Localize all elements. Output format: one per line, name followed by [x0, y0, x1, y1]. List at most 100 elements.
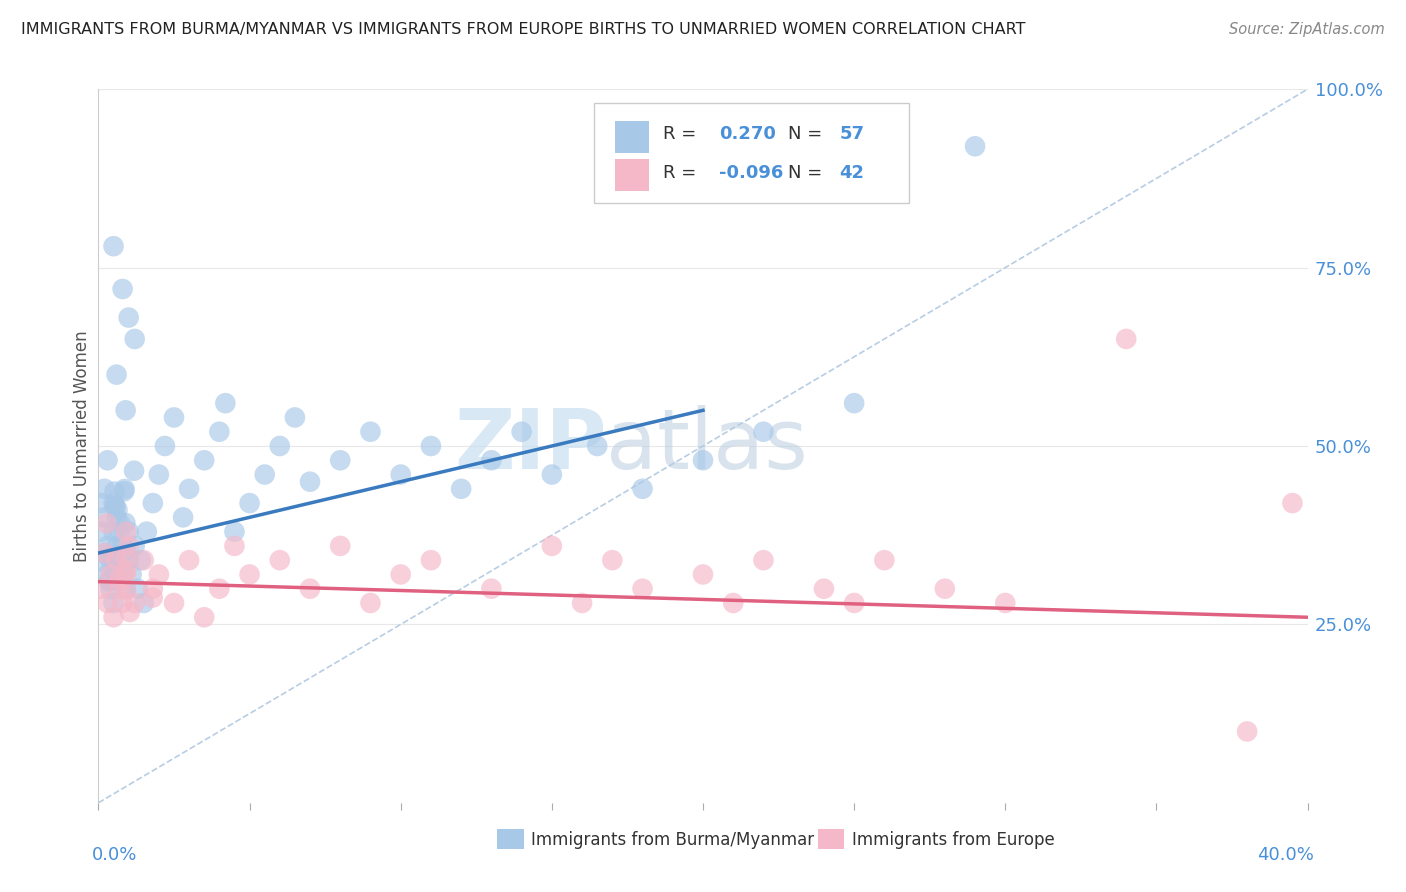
Point [208, 425, 231, 439]
Point [214, 396, 236, 410]
Point [873, 553, 896, 567]
Point [124, 596, 146, 610]
Point [103, 524, 125, 539]
Point [172, 510, 194, 524]
Point [108, 524, 131, 539]
Point [100, 567, 122, 582]
Point [96, 567, 118, 582]
Point [360, 425, 382, 439]
Point [124, 539, 146, 553]
Point [193, 610, 215, 624]
Point [111, 539, 134, 553]
Point [100, 573, 122, 587]
Point [153, 439, 176, 453]
Point [93, 555, 115, 569]
Point [752, 553, 775, 567]
Point [299, 582, 322, 596]
Point [90, 582, 112, 596]
Text: atlas: atlas [606, 406, 808, 486]
Point [723, 596, 745, 610]
Point [163, 410, 186, 425]
Point [420, 553, 443, 567]
Point [299, 475, 322, 489]
Point [965, 139, 987, 153]
Point [224, 539, 246, 553]
Y-axis label: Births to Unmarried Women: Births to Unmarried Women [73, 330, 91, 562]
Point [389, 467, 412, 482]
Point [142, 582, 165, 596]
Point [284, 410, 307, 425]
Bar [614, 121, 648, 153]
Point [481, 453, 503, 467]
Point [224, 524, 246, 539]
Point [100, 582, 122, 596]
Point [101, 550, 124, 565]
Point [208, 582, 231, 596]
Point [96, 539, 118, 553]
Text: R =: R = [664, 125, 702, 143]
Point [100, 553, 122, 567]
Bar [498, 830, 524, 849]
Point [114, 543, 136, 558]
Point [148, 467, 170, 482]
Point [93, 510, 115, 524]
Bar [818, 830, 845, 849]
Point [239, 496, 262, 510]
Text: Source: ZipAtlas.com: Source: ZipAtlas.com [1229, 22, 1385, 37]
Point [118, 524, 141, 539]
Point [93, 546, 115, 560]
Bar [614, 159, 648, 191]
Point [934, 582, 956, 596]
Point [90, 524, 112, 539]
Text: 57: 57 [839, 125, 865, 143]
Point [114, 482, 136, 496]
Point [103, 496, 125, 510]
Point [253, 467, 276, 482]
Point [103, 484, 125, 499]
Point [420, 439, 443, 453]
Point [111, 596, 134, 610]
Point [179, 553, 201, 567]
Point [108, 573, 131, 587]
Text: N =: N = [787, 125, 828, 143]
Point [269, 439, 291, 453]
Point [105, 553, 128, 567]
Point [269, 553, 291, 567]
Point [111, 282, 134, 296]
Text: R =: R = [664, 164, 702, 182]
Point [540, 539, 562, 553]
Point [540, 467, 562, 482]
Point [103, 610, 125, 624]
Text: N =: N = [787, 164, 828, 182]
Point [112, 484, 135, 499]
Point [115, 564, 138, 578]
Point [96, 516, 118, 531]
Point [142, 591, 165, 605]
Point [450, 482, 472, 496]
Point [90, 496, 112, 510]
Point [132, 596, 155, 610]
Point [115, 583, 138, 598]
Point [481, 582, 503, 596]
Point [107, 503, 129, 517]
Point [239, 567, 262, 582]
Point [193, 453, 215, 467]
Point [98, 574, 121, 589]
Text: Immigrants from Burma/Myanmar: Immigrants from Burma/Myanmar [531, 831, 814, 849]
Point [96, 453, 118, 467]
Point [752, 425, 775, 439]
Point [631, 582, 654, 596]
Point [114, 516, 136, 530]
Point [115, 550, 138, 565]
Point [602, 553, 624, 567]
Point [96, 596, 118, 610]
Text: 0.270: 0.270 [718, 125, 776, 143]
Point [108, 516, 131, 530]
Point [118, 539, 141, 553]
Point [127, 582, 149, 596]
Point [389, 567, 412, 582]
Point [118, 605, 141, 619]
Point [114, 567, 136, 582]
Point [586, 439, 609, 453]
Point [692, 453, 714, 467]
